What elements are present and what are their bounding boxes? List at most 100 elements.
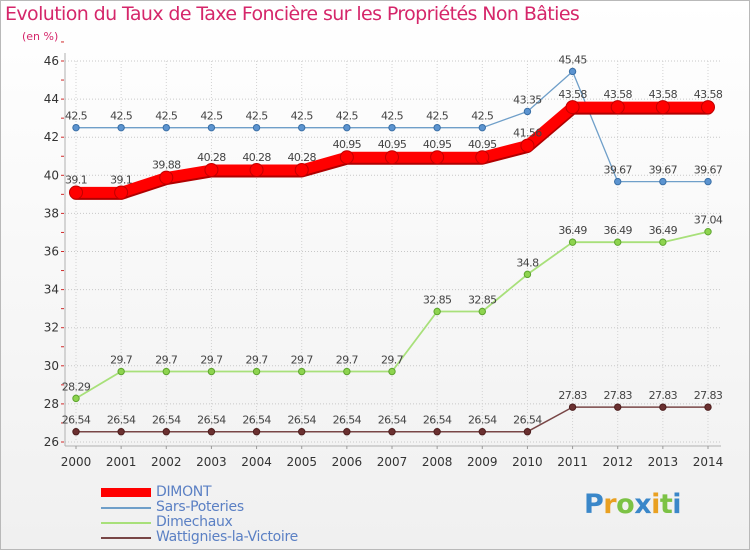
- data-point-sars-poteries: [568, 67, 577, 76]
- data-label-sars-poteries: 42.5: [65, 110, 88, 123]
- data-label-wattignies-la-victoire: 26.54: [378, 414, 407, 427]
- data-point-sars-poteries: [614, 177, 622, 186]
- data-label-sars-poteries: 45.45: [558, 53, 587, 66]
- data-point-wattignies-la-victoire: [343, 428, 351, 436]
- x-tick-label: 2007: [377, 455, 408, 469]
- data-label-wattignies-la-victoire: 26.54: [513, 414, 542, 427]
- data-label-wattignies-la-victoire: 27.83: [558, 389, 587, 402]
- data-point-dimont: [565, 100, 580, 115]
- x-tick-label: 2001: [106, 455, 137, 469]
- data-point-wattignies-la-victoire: [388, 428, 396, 436]
- data-label-wattignies-la-victoire: 27.83: [603, 389, 632, 402]
- data-point-dimechaux: [298, 367, 306, 376]
- data-label-dimechaux: 29.7: [200, 354, 223, 367]
- data-label-wattignies-la-victoire: 26.54: [333, 414, 362, 427]
- data-point-dimont: [69, 185, 83, 200]
- data-label-dimont: 43.58: [603, 88, 632, 101]
- data-point-dimechaux: [72, 394, 80, 403]
- data-label-wattignies-la-victoire: 27.83: [694, 389, 723, 402]
- x-tick-label: 2002: [151, 455, 182, 469]
- data-label-dimechaux: 29.7: [381, 354, 404, 367]
- data-label-sars-poteries: 42.5: [291, 110, 314, 123]
- data-label-sars-poteries: 39.67: [649, 164, 678, 177]
- x-tick-label: 2013: [648, 455, 679, 469]
- y-tick-label: 28: [44, 397, 59, 411]
- data-label-dimont: 43.58: [558, 88, 587, 101]
- data-label-sars-poteries: 42.5: [471, 110, 494, 123]
- data-label-dimechaux: 37.04: [694, 214, 723, 227]
- data-label-dimechaux: 29.7: [291, 354, 314, 367]
- y-tick-label: 44: [44, 92, 59, 106]
- legend-swatch-dimechaux: [101, 522, 151, 524]
- data-label-wattignies-la-victoire: 26.54: [242, 414, 271, 427]
- data-point-sars-poteries: [298, 123, 306, 132]
- proxiti-logo: Proxiti: [584, 489, 682, 520]
- y-tick-label: 30: [44, 359, 59, 373]
- data-point-dimont: [475, 150, 490, 165]
- data-point-wattignies-la-victoire: [523, 428, 532, 436]
- data-label-dimechaux: 36.49: [603, 224, 632, 237]
- data-point-sars-poteries: [704, 177, 712, 186]
- data-label-dimont: 41.56: [513, 127, 542, 140]
- data-label-dimont: 40.28: [197, 151, 226, 164]
- data-label-dimechaux: 36.49: [649, 224, 678, 237]
- data-point-dimont: [114, 185, 129, 200]
- data-label-dimechaux: 28.29: [62, 380, 91, 393]
- data-point-wattignies-la-victoire: [298, 428, 306, 436]
- legend-swatch-wattignies: [101, 537, 151, 539]
- data-label-dimont: 40.95: [378, 138, 407, 151]
- data-label-sars-poteries: 43.35: [513, 93, 542, 106]
- data-label-dimechaux: 29.7: [336, 354, 359, 367]
- data-point-wattignies-la-victoire: [207, 428, 216, 436]
- x-tick-label: 2011: [557, 455, 588, 469]
- data-point-sars-poteries: [659, 177, 667, 186]
- data-point-sars-poteries: [117, 123, 125, 132]
- data-point-dimechaux: [343, 367, 351, 376]
- data-point-dimont: [385, 150, 399, 165]
- data-point-wattignies-la-victoire: [659, 403, 667, 411]
- data-point-dimechaux: [704, 227, 712, 236]
- data-label-wattignies-la-victoire: 26.54: [468, 414, 497, 427]
- data-label-wattignies-la-victoire: 26.54: [423, 414, 452, 427]
- x-tick-label: 2005: [286, 455, 317, 469]
- data-point-sars-poteries: [433, 123, 441, 132]
- data-point-dimont: [701, 100, 715, 115]
- data-label-dimechaux: 32.85: [423, 294, 452, 307]
- data-label-dimechaux: 32.85: [468, 294, 497, 307]
- data-label-wattignies-la-victoire: 26.54: [107, 414, 136, 427]
- data-point-dimont: [294, 162, 309, 177]
- data-label-dimont: 40.95: [333, 138, 362, 151]
- data-point-dimechaux: [614, 238, 622, 246]
- data-point-dimechaux: [207, 367, 216, 376]
- data-label-dimechaux: 29.7: [110, 354, 133, 367]
- data-label-dimechaux: 29.7: [246, 354, 269, 367]
- data-point-dimont: [159, 170, 174, 185]
- x-tick-label: 2012: [602, 455, 633, 469]
- data-point-wattignies-la-victoire: [252, 428, 261, 436]
- y-tick-label: 32: [44, 321, 59, 335]
- data-point-dimont: [204, 162, 219, 177]
- y-tick-label: 40: [44, 168, 59, 182]
- y-tick-label: 34: [44, 283, 59, 297]
- data-label-dimont: 40.28: [287, 151, 316, 164]
- data-point-sars-poteries: [523, 107, 532, 116]
- data-label-dimechaux: 36.49: [558, 224, 587, 237]
- chart-unit-label: (en %): [22, 30, 59, 43]
- x-tick-label: 2003: [196, 455, 227, 469]
- legend-label-dimont: DIMONT: [156, 484, 212, 500]
- y-tick-label: 38: [44, 206, 59, 220]
- data-point-wattignies-la-victoire: [704, 403, 712, 411]
- y-tick-label: 42: [44, 130, 59, 144]
- data-point-dimont: [520, 138, 535, 153]
- data-label-sars-poteries: 42.5: [155, 110, 178, 123]
- data-point-dimechaux: [388, 367, 396, 376]
- data-point-sars-poteries: [162, 123, 170, 132]
- data-label-dimont: 43.58: [649, 88, 678, 101]
- y-tick-label: 36: [44, 245, 59, 259]
- data-point-dimechaux: [117, 367, 125, 376]
- data-label-dimont: 39.1: [65, 173, 87, 186]
- data-label-wattignies-la-victoire: 27.83: [649, 389, 678, 402]
- data-point-wattignies-la-victoire: [72, 428, 80, 436]
- data-point-wattignies-la-victoire: [117, 428, 125, 436]
